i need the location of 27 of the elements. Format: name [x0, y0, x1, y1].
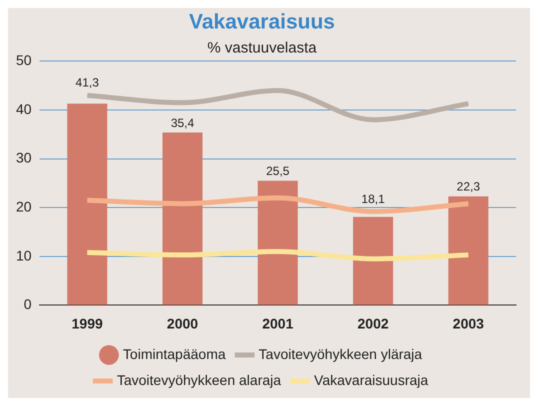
y-tick-label: 30: [16, 150, 32, 166]
x-tick-label: 1999: [72, 315, 103, 332]
y-tick-label: 10: [16, 247, 32, 264]
data-label: 41,3: [76, 76, 100, 90]
data-label: 22,3: [456, 180, 480, 194]
legend-label: Tavoitevyöhykkeen alaraja: [116, 372, 282, 388]
x-tick-label: 2001: [262, 315, 294, 332]
legend-label: Vakavaraisuusraja: [314, 372, 428, 388]
bar: [353, 216, 394, 305]
data-label: 18,1: [361, 192, 386, 206]
data-label: 35,4: [170, 116, 195, 130]
bar: [448, 196, 488, 305]
legend-label: Toimintapääoma: [122, 346, 226, 362]
y-tick-label: 50: [16, 52, 32, 68]
data-label: 25,5: [266, 164, 290, 178]
bar: [258, 180, 298, 305]
chart-subtitle: % vastuuvelasta: [207, 39, 318, 56]
y-tick-label: 20: [16, 198, 32, 214]
bar: [162, 132, 203, 305]
chart-title: Vakavaraisuus: [189, 10, 335, 34]
bar: [67, 104, 108, 305]
x-tick-label: 2002: [357, 315, 389, 332]
y-tick-label: 0: [24, 296, 32, 312]
x-tick-label: 2000: [166, 315, 198, 332]
legend-label: Tavoitevyöhykkeen yläraja: [258, 346, 422, 362]
y-tick-label: 40: [16, 100, 32, 117]
x-tick-label: 2003: [452, 315, 484, 332]
